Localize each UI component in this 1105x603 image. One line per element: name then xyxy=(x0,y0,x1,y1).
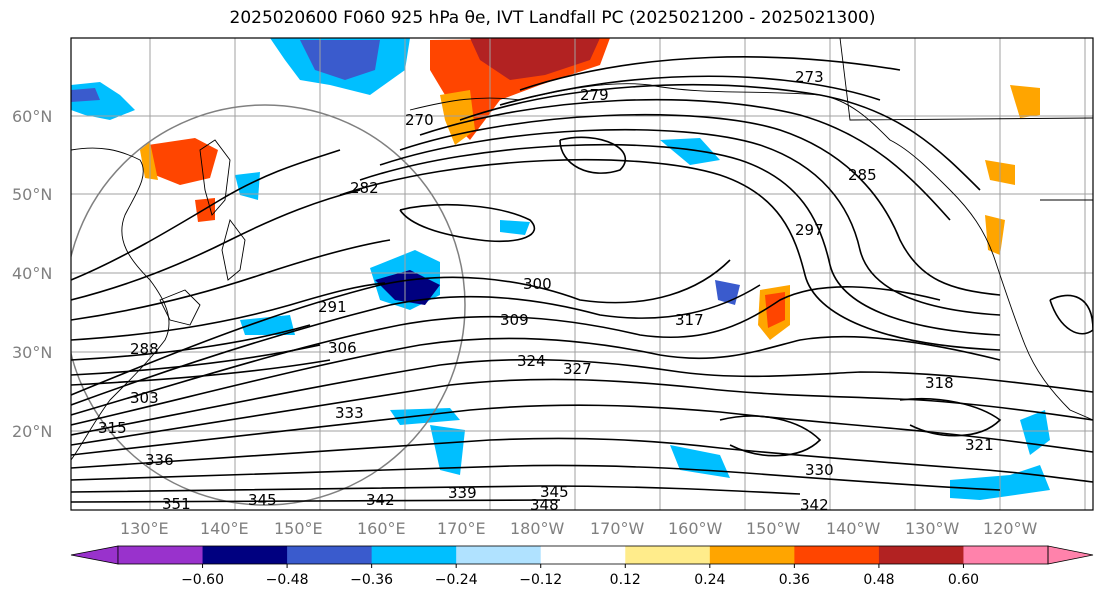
lon-label: 170°W xyxy=(590,519,645,538)
colorbar-segment xyxy=(371,546,457,564)
contour-label: 336 xyxy=(145,451,174,469)
landfall-circle xyxy=(71,104,466,506)
contour-label: 342 xyxy=(800,496,829,514)
colorbar-tick-label: 0.36 xyxy=(779,572,810,588)
contour-label: 288 xyxy=(130,340,159,358)
lon-label: 140°E xyxy=(200,519,249,538)
contour-label: 300 xyxy=(523,275,552,293)
colorbar-tick-label: −0.60 xyxy=(181,572,224,588)
latitude-labels: 60°N 50°N 40°N 30°N 20°N xyxy=(12,107,52,441)
colorbar-tick-label: −0.48 xyxy=(266,572,309,588)
lon-label: 160°E xyxy=(357,519,406,538)
lon-label: 150°E xyxy=(274,519,323,538)
contour-label: 317 xyxy=(675,311,704,329)
shade-alaska-darkred xyxy=(470,38,600,80)
colorbar-tick-label: −0.12 xyxy=(519,572,562,588)
lon-label: 140°W xyxy=(826,519,881,538)
colorbar-segment xyxy=(118,546,204,564)
lon-label: 160°W xyxy=(668,519,723,538)
contour-label: 348 xyxy=(530,496,559,514)
contour-label: 291 xyxy=(318,298,347,316)
contour-label: 303 xyxy=(130,389,159,407)
contour-label-group: 273 279 270 282 285 297 291 300 309 317 … xyxy=(98,68,994,514)
lon-label: 170°E xyxy=(437,519,486,538)
contour-label: 315 xyxy=(98,419,127,437)
colorbar-extend-high xyxy=(1047,545,1094,565)
lat-label: 20°N xyxy=(12,422,52,441)
colorbar-segment xyxy=(202,546,288,564)
contour-label: 342 xyxy=(366,491,395,509)
colorbar-tick-label: 0.60 xyxy=(948,572,979,588)
lon-label: 180°W xyxy=(510,519,565,538)
contour-label: 333 xyxy=(335,404,364,422)
lon-label: 130°E xyxy=(120,519,169,538)
colorbar-tick-label: −0.36 xyxy=(350,572,393,588)
contour-label: 327 xyxy=(563,360,592,378)
lon-label: 120°W xyxy=(983,519,1038,538)
colorbar: −0.60 −0.48 −0.36 −0.24 −0.12 0.12 0.24 0.36 0.4… xyxy=(70,545,1094,588)
shade-ne-orange-1 xyxy=(1010,85,1040,118)
contour-label: 330 xyxy=(805,461,834,479)
colorbar-tick-label: 0.48 xyxy=(863,572,894,588)
contour-label: 306 xyxy=(328,339,357,357)
colorbar-segment xyxy=(963,546,1049,564)
shade-w-blue-3 xyxy=(240,315,295,335)
colorbar-segment xyxy=(540,546,626,564)
contour-label: 345 xyxy=(248,491,277,509)
shade-mid-orange-core xyxy=(765,292,785,328)
shade-south-blue-2 xyxy=(430,425,465,475)
shade-w-blue-4 xyxy=(235,172,260,200)
contour-label: 270 xyxy=(405,111,434,129)
colorbar-tick-label: 0.24 xyxy=(694,572,725,588)
colorbar-segment xyxy=(287,546,373,564)
longitude-labels: 130°E 140°E 150°E 160°E 170°E 180°W 170°… xyxy=(120,519,1038,538)
lon-label: 130°W xyxy=(905,519,960,538)
shade-west-blue-2 xyxy=(71,88,100,102)
colorbar-extend-low xyxy=(70,545,119,565)
coastlines xyxy=(71,38,1093,461)
contour-label: 309 xyxy=(500,311,529,329)
colorbar-border xyxy=(117,545,1049,565)
contour-label: 282 xyxy=(350,179,379,197)
lat-label: 60°N xyxy=(12,107,52,126)
shade-alaska-edge xyxy=(440,90,475,145)
contour-label: 324 xyxy=(517,352,546,370)
colorbar-segment xyxy=(456,546,542,564)
shade-gulf-blue xyxy=(660,138,720,165)
colorbar-tick-label: −0.24 xyxy=(435,572,478,588)
shade-kuril-orange xyxy=(195,198,215,222)
contour-label: 297 xyxy=(795,221,824,239)
colorbar-tick-label: 0.12 xyxy=(610,572,641,588)
contour-label: 285 xyxy=(848,166,877,184)
contour-label: 318 xyxy=(925,374,954,392)
shade-south-blue-1 xyxy=(390,408,460,425)
colorbar-segment xyxy=(794,546,880,564)
contour-label: 321 xyxy=(965,436,994,454)
contour-label: 345 xyxy=(540,483,569,501)
contour-label: 351 xyxy=(162,495,191,513)
colorbar-segment xyxy=(709,546,795,564)
shade-north-blue xyxy=(500,220,530,235)
colorbar-segment xyxy=(878,546,964,564)
map-title: 2025020600 F060 925 hPa θe, IVT Landfall… xyxy=(229,8,876,28)
shade-kamchatka-edge xyxy=(140,142,158,180)
lat-label: 40°N xyxy=(12,264,52,283)
lon-label: 150°W xyxy=(746,519,801,538)
map-frame xyxy=(70,37,1094,511)
contour-label: 279 xyxy=(580,86,609,104)
lat-label: 50°N xyxy=(12,185,52,204)
contour-label: 273 xyxy=(795,68,824,86)
colorbar-segment xyxy=(625,546,711,564)
lat-label: 30°N xyxy=(12,343,52,362)
contour-label: 339 xyxy=(448,484,477,502)
